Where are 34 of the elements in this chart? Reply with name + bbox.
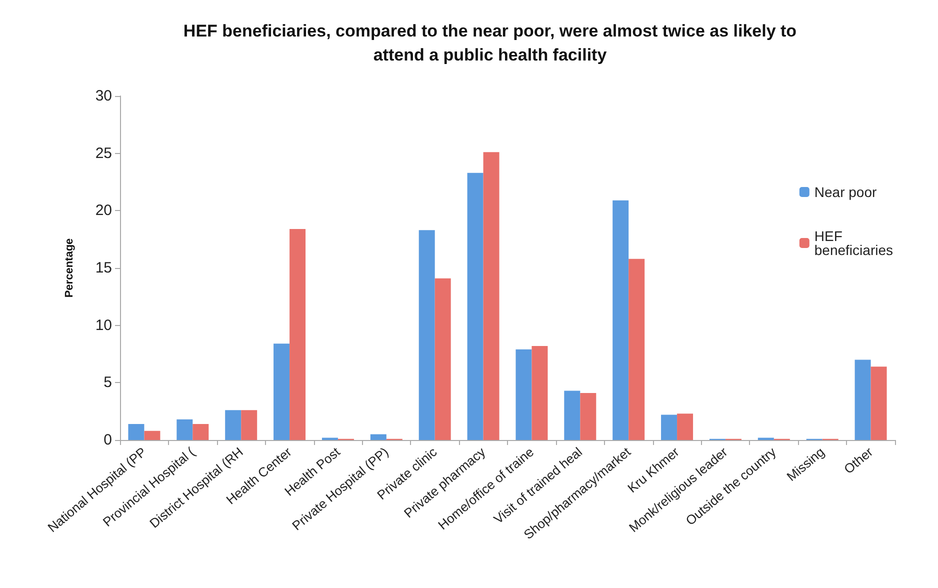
bar [434, 278, 451, 440]
y-tick-label: 10 [95, 316, 112, 334]
bar [418, 230, 435, 440]
bar [612, 200, 629, 440]
bar [870, 366, 887, 440]
bar [516, 349, 532, 440]
y-tick-label: 15 [95, 260, 112, 276]
bar [241, 410, 258, 440]
y-tick-label: 30 [95, 88, 112, 104]
y-tick-label: 5 [104, 374, 112, 392]
bar [192, 424, 209, 440]
bar [290, 229, 306, 440]
bar [176, 419, 193, 440]
bar [854, 360, 871, 440]
bar [661, 414, 678, 440]
y-tick-label: 0 [104, 432, 112, 448]
bar [370, 434, 386, 440]
legend-label: HEF beneficiaries [814, 228, 894, 258]
bar [580, 392, 596, 440]
bar [128, 424, 144, 440]
bar [467, 172, 484, 440]
bar [483, 152, 500, 440]
bar [532, 346, 548, 440]
bar [564, 390, 580, 440]
bar [628, 258, 645, 440]
bar [274, 344, 290, 440]
bar [144, 430, 160, 440]
chart-title: HEF beneficiaries, compared to the near poor, were almost twice as likely to attend a public health facility [183, 22, 797, 64]
legend-label: Near poor [814, 184, 877, 200]
y-axis-title: Percentage [64, 238, 76, 298]
bar [677, 414, 694, 440]
y-tick-label: 20 [95, 202, 112, 220]
bar [225, 410, 242, 440]
y-tick-label: 25 [95, 144, 112, 162]
